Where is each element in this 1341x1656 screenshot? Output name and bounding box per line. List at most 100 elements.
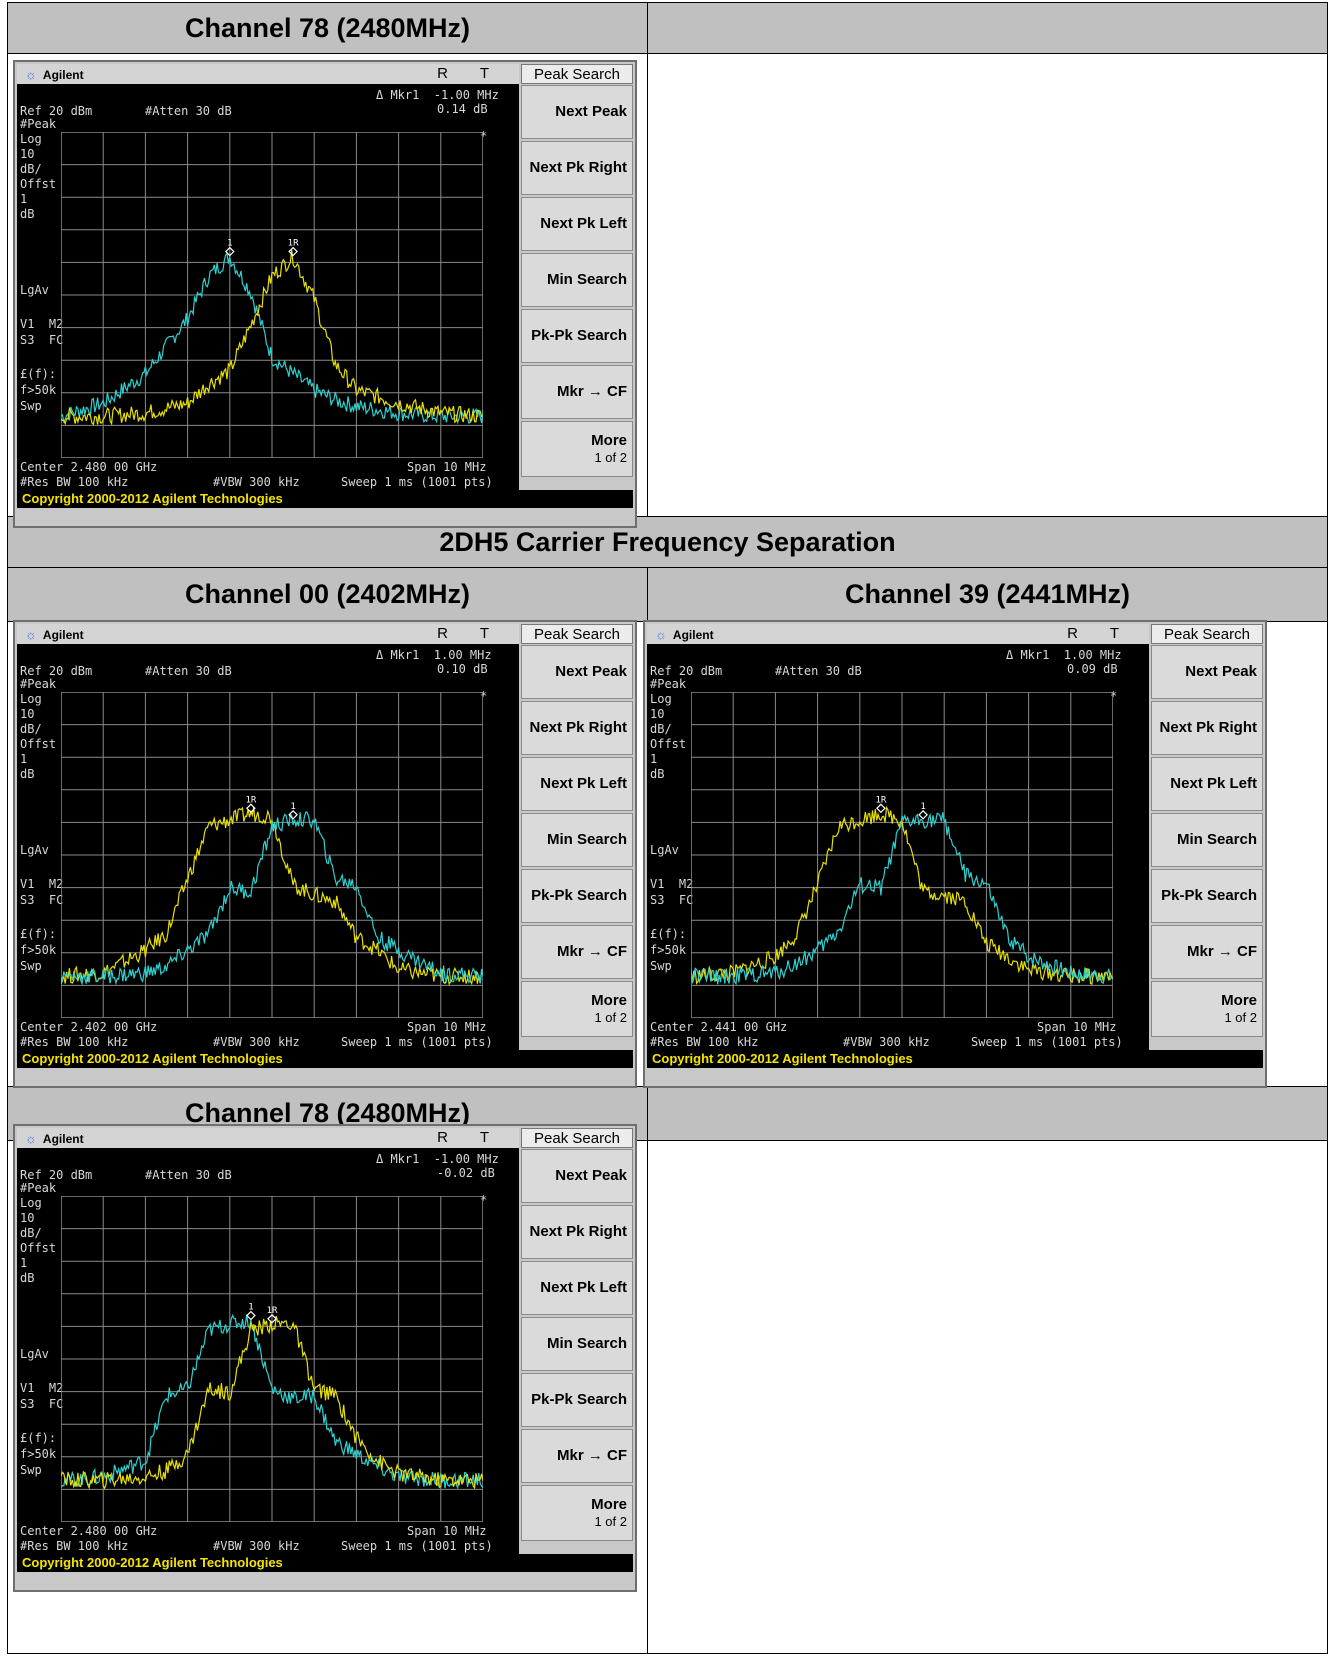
center-frequency: Center 2.480 00 GHz — [20, 460, 158, 474]
next-pk-right-button[interactable]: Next Pk Right — [521, 141, 633, 195]
softkey-label: Mkr → CF — [556, 1447, 627, 1464]
marker-to-cf-button[interactable]: Mkr → CF — [521, 925, 633, 979]
marker-label: 1 — [227, 239, 232, 249]
star-indicator: * — [1110, 689, 1118, 703]
pk-pk-search-button[interactable]: Pk-Pk Search — [521, 309, 633, 363]
agilent-logo: ☼ Agilent — [25, 627, 84, 642]
star-indicator: * — [480, 129, 488, 143]
reference-level: Ref 20 dBm — [20, 1168, 93, 1182]
copyright-bar: Copyright 2000-2012 Agilent Technologies — [17, 490, 633, 508]
next-pk-right-button[interactable]: Next Pk Right — [521, 1205, 633, 1259]
scale-settings: #Peak Log 10 dB/ Offst 1 dB — [20, 117, 57, 221]
center-frequency: Center 2.441 00 GHz — [650, 1020, 788, 1034]
spectrum-analyzer-screenshot: ☼ Agilent R T Δ Mkr1 -1.00 MHz -0.02 dB R… — [13, 1124, 637, 1592]
analyzer-display: Δ Mkr1 -1.00 MHz 0.14 dB Ref 20 dBm #Att… — [17, 84, 519, 490]
average-mode: LgAv — [20, 283, 49, 297]
softkey-menu-title: Peak Search — [521, 1128, 633, 1148]
softkey-label: More — [1221, 992, 1257, 1009]
video-bandwidth: #VBW 300 kHz — [843, 1035, 930, 1049]
min-search-button[interactable]: Min Search — [521, 813, 633, 867]
next-peak-button[interactable]: Next Peak — [521, 645, 633, 699]
more-button[interactable]: More 1 of 2 — [521, 421, 633, 477]
spectrum-analyzer-screenshot: ☼ Agilent R T Δ Mkr1 -1.00 MHz 0.14 dB Re… — [13, 60, 637, 528]
analyzer-title-bar: ☼ Agilent R T — [17, 64, 519, 85]
marker-label: 1R — [875, 795, 886, 805]
softkey-label: Mkr → CF — [1186, 943, 1257, 960]
min-search-button[interactable]: Min Search — [521, 1317, 633, 1371]
softkey-label: Next Pk Left — [540, 1279, 627, 1296]
softkey-label: Mkr → CF — [556, 383, 627, 400]
more-button[interactable]: More 1 of 2 — [521, 981, 633, 1037]
channel-label: Channel 78 (2480MHz) — [184, 1098, 471, 1128]
marker-to-cf-button[interactable]: Mkr → CF — [521, 365, 633, 419]
trace-cyan — [61, 811, 483, 986]
attenuation: #Atten 30 dB — [145, 664, 232, 678]
softkey-page-indicator: 1 of 2 — [594, 1514, 627, 1529]
channel-78-header-top: Channel 78 (2480MHz) — [7, 2, 648, 54]
marker-delta-value: 0.14 dB — [437, 102, 488, 116]
spectrum-plot: 1 1R — [61, 1196, 483, 1522]
next-peak-button[interactable]: Next Peak — [1151, 645, 1263, 699]
trace-settings: V1 M2 S3 FC — [20, 1381, 64, 1411]
marker-delta-value: -0.02 dB — [437, 1166, 495, 1180]
marker-delta-readout: Δ Mkr1 1.00 MHz — [376, 648, 492, 662]
next-pk-left-button[interactable]: Next Pk Left — [521, 757, 633, 811]
marker-to-cf-button[interactable]: Mkr → CF — [1151, 925, 1263, 979]
marker-delta-readout: Δ Mkr1 -1.00 MHz — [376, 1152, 499, 1166]
reference-level: Ref 20 dBm — [650, 664, 723, 678]
analyzer-title-bar: ☼ Agilent R T — [647, 624, 1149, 645]
more-button[interactable]: More 1 of 2 — [521, 1485, 633, 1541]
average-mode: LgAv — [20, 1347, 49, 1361]
channel-00-header: Channel 00 (2402MHz) — [7, 567, 648, 622]
min-search-button[interactable]: Min Search — [1151, 813, 1263, 867]
center-frequency: Center 2.402 00 GHz — [20, 1020, 158, 1034]
marker-delta-value: 0.10 dB — [437, 662, 488, 676]
sweep-time: Sweep 1 ms (1001 pts) — [341, 1035, 493, 1049]
softkey-label: Min Search — [1176, 831, 1257, 848]
average-mode: LgAv — [20, 843, 49, 857]
attenuation: #Atten 30 dB — [145, 1168, 232, 1182]
next-peak-button[interactable]: Next Peak — [521, 85, 633, 139]
span: Span 10 MHz — [407, 1020, 487, 1034]
next-pk-left-button[interactable]: Next Pk Left — [521, 197, 633, 251]
attenuation: #Atten 30 dB — [775, 664, 862, 678]
next-pk-right-button[interactable]: Next Pk Right — [521, 701, 633, 755]
marker-to-cf-button[interactable]: Mkr → CF — [521, 1429, 633, 1483]
pk-pk-search-button[interactable]: Pk-Pk Search — [1151, 869, 1263, 923]
trace-settings: V1 M2 S3 FC — [20, 877, 64, 907]
sweep-settings: £(f): f>50k Swp — [20, 367, 57, 413]
more-button[interactable]: More 1 of 2 — [1151, 981, 1263, 1037]
softkey-page-indicator: 1 of 2 — [594, 450, 627, 465]
next-peak-button[interactable]: Next Peak — [521, 1149, 633, 1203]
spectrum-plot: 1R 1 — [691, 692, 1113, 1018]
rt-indicator: R T — [437, 1129, 503, 1146]
analyzer-display: Δ Mkr1 1.00 MHz 0.10 dB Ref 20 dBm #Atte… — [17, 644, 519, 1050]
pk-pk-search-button[interactable]: Pk-Pk Search — [521, 869, 633, 923]
pk-pk-search-button[interactable]: Pk-Pk Search — [521, 1373, 633, 1427]
video-bandwidth: #VBW 300 kHz — [213, 475, 300, 489]
sweep-settings: £(f): f>50k Swp — [650, 927, 687, 973]
sweep-settings: £(f): f>50k Swp — [20, 1431, 57, 1477]
softkey-page-indicator: 1 of 2 — [1224, 1010, 1257, 1025]
softkey-label: Next Peak — [555, 663, 627, 680]
next-pk-left-button[interactable]: Next Pk Left — [1151, 757, 1263, 811]
softkey-label: More — [591, 432, 627, 449]
empty-header-top — [647, 2, 1328, 54]
next-pk-right-button[interactable]: Next Pk Right — [1151, 701, 1263, 755]
softkey-label: Next Peak — [1185, 663, 1257, 680]
trace-cyan — [61, 1313, 483, 1490]
min-search-button[interactable]: Min Search — [521, 253, 633, 307]
section-title: 2DH5 Carrier Frequency Separation — [439, 526, 896, 557]
softkey-label: More — [591, 992, 627, 1009]
marker-diamond — [876, 803, 886, 814]
next-pk-left-button[interactable]: Next Pk Left — [521, 1261, 633, 1315]
marker-delta-readout: Δ Mkr1 -1.00 MHz — [376, 88, 499, 102]
softkey-panel: Peak Search Next Peak Next Pk Right Next… — [521, 624, 633, 1082]
brand-name: Agilent — [672, 628, 714, 642]
attenuation: #Atten 30 dB — [145, 104, 232, 118]
softkey-label: More — [591, 1496, 627, 1513]
resolution-bandwidth: #Res BW 100 kHz — [20, 475, 129, 489]
channel-label: Channel 00 (2402MHz) — [184, 579, 471, 609]
trace-cyan — [691, 812, 1113, 986]
rt-indicator: R T — [437, 65, 503, 82]
